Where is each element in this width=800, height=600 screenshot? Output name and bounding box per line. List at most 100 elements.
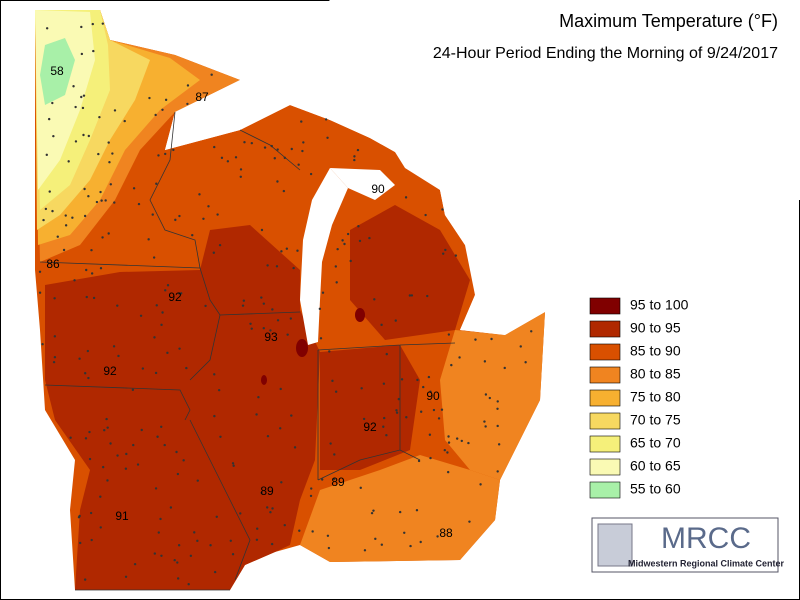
station-dot	[83, 214, 87, 218]
station-dot	[353, 155, 356, 158]
station-dot	[209, 544, 212, 547]
zone-90-95	[320, 345, 420, 470]
station-dot	[479, 483, 482, 486]
station-dot	[455, 437, 459, 440]
station-dot	[53, 297, 56, 300]
station-dot	[440, 408, 444, 411]
station-dot	[333, 477, 336, 481]
station-dot	[243, 141, 246, 144]
station-dot	[309, 172, 313, 176]
station-dot	[160, 425, 163, 428]
station-dot	[250, 327, 253, 330]
legend-label: 65 to 70	[630, 435, 681, 451]
station-dot	[395, 411, 399, 414]
station-dot	[125, 452, 128, 456]
station-dot	[231, 553, 235, 556]
station-dot	[419, 410, 423, 413]
station-dot	[99, 267, 103, 270]
legend-label: 70 to 75	[630, 412, 681, 428]
station-label: 92	[103, 364, 117, 378]
station-dot	[519, 345, 522, 348]
station-dot	[80, 52, 84, 56]
station-dot	[160, 554, 163, 557]
station-dot	[95, 200, 99, 204]
station-dot	[53, 335, 57, 338]
station-dot	[172, 148, 175, 152]
station-dot	[207, 205, 210, 208]
zone-95-100	[261, 375, 267, 385]
station-dot	[45, 153, 48, 157]
station-dot	[496, 470, 499, 473]
station-dot	[286, 333, 289, 336]
station-dot	[177, 292, 181, 295]
station-dot	[276, 319, 280, 322]
station-dot	[178, 214, 181, 218]
station-dot	[52, 360, 56, 364]
station-dot	[212, 251, 216, 254]
station-dot	[182, 459, 185, 462]
station-dot	[373, 298, 376, 301]
zone-90-95	[45, 225, 320, 590]
station-dot	[166, 351, 169, 355]
legend-label: 55 to 60	[630, 481, 681, 497]
station-dot	[92, 296, 96, 300]
station-dot	[232, 464, 235, 467]
station-dot	[141, 367, 145, 370]
station-dot	[385, 352, 388, 356]
station-dot	[404, 196, 408, 199]
station-dot	[359, 486, 362, 490]
legend-swatch	[589, 481, 621, 499]
station-dot	[260, 228, 264, 232]
station-dot	[198, 193, 201, 196]
station-dot	[395, 409, 398, 412]
legend-label: 95 to 100	[630, 297, 689, 313]
station-dot	[74, 140, 78, 143]
station-dot	[447, 333, 451, 336]
station-dot	[187, 582, 190, 586]
station-dot	[249, 322, 252, 326]
station-dot	[101, 22, 105, 25]
station-dot	[444, 248, 447, 252]
station-dot	[279, 427, 282, 430]
station-dot	[178, 347, 181, 350]
station-dot	[166, 284, 170, 287]
zone-95-100	[355, 308, 365, 322]
station-dot	[82, 133, 85, 137]
station-dot	[447, 435, 450, 438]
station-dot	[269, 511, 272, 514]
station-dot	[416, 378, 419, 382]
station-dot	[266, 434, 270, 438]
station-dot	[106, 426, 109, 429]
station-dot	[164, 98, 168, 102]
station-dot	[147, 238, 150, 241]
logo-name: MRCC	[661, 522, 751, 555]
station-dot	[360, 387, 363, 390]
station-dot	[289, 317, 293, 320]
station-dot	[333, 453, 336, 456]
station-dot	[179, 292, 183, 295]
station-dot	[349, 259, 352, 263]
station-dot	[266, 264, 269, 267]
station-label: 90	[426, 389, 440, 403]
station-dot	[84, 437, 88, 440]
station-dot	[117, 354, 120, 358]
station-dot	[356, 148, 360, 152]
station-dot	[319, 337, 323, 340]
zone-80-85	[440, 312, 545, 480]
station-dot	[73, 279, 76, 282]
station-dot	[296, 249, 299, 252]
station-dot	[196, 539, 199, 543]
station-label: 88	[439, 526, 453, 540]
station-dot	[302, 141, 305, 144]
legend-swatch	[589, 297, 621, 315]
station-dot	[447, 441, 451, 444]
station-dot	[176, 472, 180, 476]
station-dot	[51, 209, 54, 213]
station-dot	[116, 454, 119, 457]
logo-full-name: Midwestern Regional Climate Center	[628, 558, 785, 568]
station-dot	[90, 272, 94, 275]
station-dot	[242, 299, 246, 302]
state-boundaries	[39, 111, 456, 591]
station-dot	[326, 136, 329, 139]
